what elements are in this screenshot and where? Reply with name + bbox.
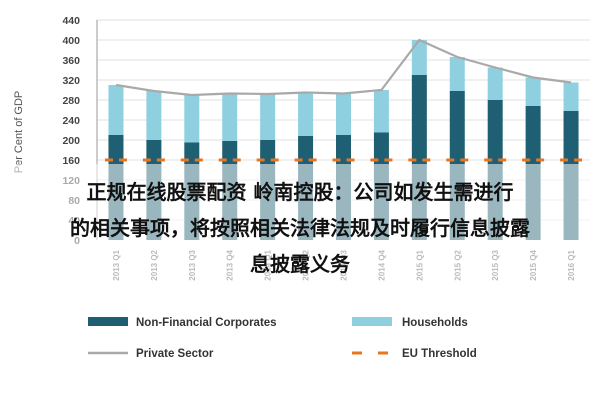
y-axis-label: Per Cent of GDP <box>13 91 25 174</box>
legend-swatch-households <box>352 317 392 326</box>
bar-households <box>563 82 579 111</box>
bar-households <box>146 91 162 140</box>
bar-households <box>487 67 503 100</box>
bar-households <box>260 94 276 140</box>
overlay-line-3: 息披露义务 <box>250 252 350 276</box>
legend-label-non-financial-corporates: Non-Financial Corporates <box>136 317 277 329</box>
y-tick-label: 400 <box>62 35 80 47</box>
y-tick-label: 320 <box>62 75 80 87</box>
y-tick-label: 440 <box>62 15 80 27</box>
bar-households <box>222 93 238 141</box>
bar-households <box>411 40 427 75</box>
y-tick-label: 360 <box>62 55 80 67</box>
y-tick-label: 280 <box>62 95 80 107</box>
private-sector-line <box>115 38 572 97</box>
bar-households <box>184 95 200 143</box>
bar-households <box>336 93 351 135</box>
bar-households <box>108 85 124 135</box>
legend-swatch-non-financial-corporates <box>88 317 128 326</box>
bar-households <box>525 77 541 106</box>
bar-households <box>373 90 389 133</box>
legend: Non-Financial Corporates Households Priv… <box>88 317 477 360</box>
overlay-line-2: 的相关事项，将按照相关法律法规及时履行信息披露 <box>70 216 530 240</box>
y-tick-label: 200 <box>62 135 80 147</box>
legend-label-eu-threshold: EU Threshold <box>402 348 477 360</box>
bar-households <box>298 92 314 136</box>
bar-households <box>449 57 465 91</box>
y-tick-label: 240 <box>62 115 80 127</box>
legend-label-households: Households <box>402 317 468 329</box>
overlay-line-1: 正规在线股票配资 岭南控股：公司如发生需进行 <box>86 180 514 204</box>
legend-label-private-sector: Private Sector <box>136 348 214 360</box>
overlay-banner: 正规在线股票配资 岭南控股：公司如发生需进行 的相关事项，将按照相关法律法规及时… <box>0 164 600 292</box>
